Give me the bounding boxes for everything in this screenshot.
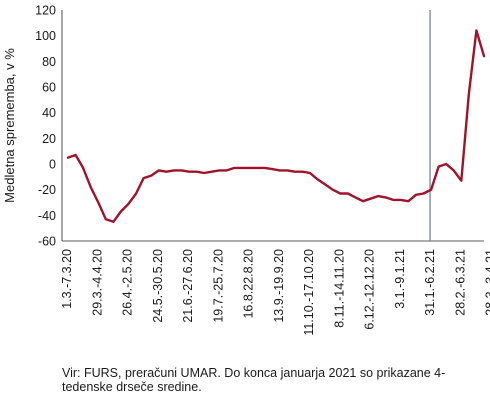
y-tick-label: 40: [42, 106, 56, 120]
x-tick-label: 19.7.-25.7.20: [211, 249, 225, 323]
y-axis-label: Medletna sprememba, v %: [2, 48, 17, 203]
y-tick-label: -40: [38, 209, 56, 223]
series-line: [66, 29, 486, 223]
x-tick-label: 1.3.-7.3.20: [60, 249, 74, 309]
y-tick-label: 0: [49, 158, 56, 172]
x-tick-label: 24.5.-30.5.20: [151, 249, 165, 323]
source-note: Vir: FURS, preračuni UMAR. Do konca janu…: [62, 366, 446, 394]
y-tick-label: 100: [35, 29, 56, 43]
x-tick-label: 21.6.-27.6.20: [181, 249, 195, 323]
x-tick-label: 28.2.-6.3.21: [453, 249, 467, 316]
x-tick-label: 13.9.-19.9.20: [272, 249, 286, 323]
y-tick-label: 120: [35, 4, 56, 18]
x-tick-label: 31.1.-6.2.21: [423, 249, 437, 316]
y-tick-label: -60: [38, 235, 56, 249]
y-tick-label: -20: [38, 183, 56, 197]
x-tick-label: 28.3.-3.4.21: [484, 249, 490, 316]
y-tick-label: 80: [42, 55, 56, 69]
x-tick-label: 16.8.22.8.20: [242, 249, 256, 319]
x-tick-label: 8.11.-14.11.20: [332, 249, 346, 328]
x-tick-label: 11.10.-17.10.20: [302, 249, 316, 336]
x-axis-tick-labels: 1.3.-7.3.20 29.3.-4.4.20 26.4.-2.5.20 24.5.…: [60, 249, 490, 336]
x-tick-label: 29.3.-4.4.20: [90, 249, 104, 316]
x-tick-label: 6.12.-12.12.20: [363, 249, 377, 330]
x-tick-label: 26.4.-2.5.20: [121, 249, 135, 316]
y-tick-label: 20: [42, 132, 56, 146]
y-tick-label: 60: [42, 81, 56, 95]
y-axis-tick-labels: 120 100 80 60 40 20 0 -20 -40 -60: [35, 4, 56, 249]
x-tick-label: 3.1.-9.1.21: [393, 249, 407, 309]
